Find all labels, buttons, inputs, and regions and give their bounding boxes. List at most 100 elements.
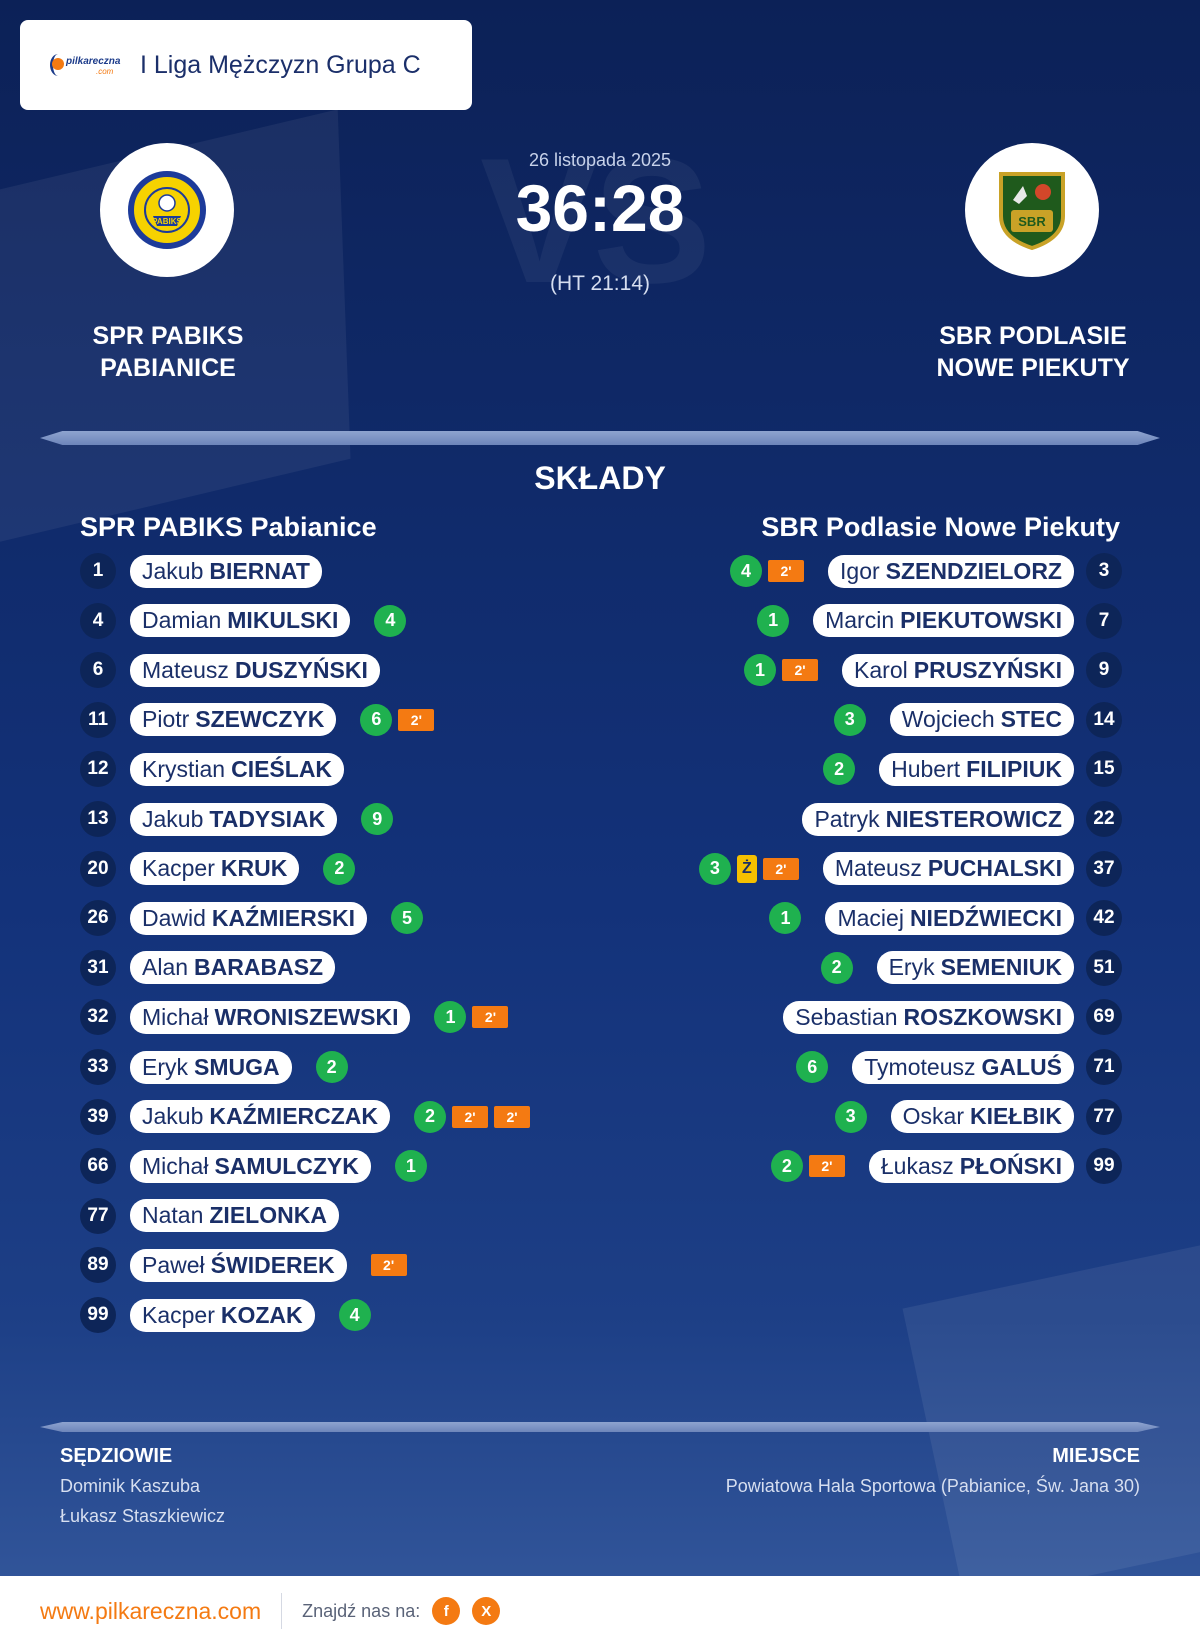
player-name[interactable]: Eryk SEMENIUK (876, 951, 1074, 985)
goals-badge: 3 (698, 852, 731, 885)
player-first-name: Jakub (142, 1103, 204, 1130)
shirt-number-badge: 22 (1086, 801, 1122, 837)
player-name[interactable]: Wojciech STEC (889, 703, 1074, 737)
player-name[interactable]: Hubert FILIPIUK (879, 752, 1074, 786)
goals-badge: 1 (757, 604, 790, 637)
logo-ball-icon (52, 58, 64, 70)
player-name[interactable]: Alan BARABASZ (130, 951, 336, 985)
suspension-badge: 2' (472, 1006, 509, 1029)
player-first-name: Igor (840, 557, 880, 584)
shirt-number-badge: 7 (1086, 602, 1122, 639)
player-last-name: KAŹMIERCZAK (209, 1103, 379, 1130)
player-row: 1 Marcin PIEKUTOWSKI 7 (757, 602, 1122, 639)
player-stats: 2 (323, 852, 356, 885)
player-name[interactable]: Patryk NIESTEROWICZ (802, 802, 1074, 836)
player-name[interactable]: Jakub KAŹMIERCZAK (130, 1100, 391, 1134)
player-stats: 2' (370, 1254, 407, 1277)
website-link[interactable]: www.pilkareczna.com (40, 1597, 262, 1624)
goals-badge: 3 (833, 703, 866, 736)
shirt-number-badge: 9 (1086, 652, 1122, 689)
player-name[interactable]: Mateusz DUSZYŃSKI (130, 653, 380, 687)
shirt-number-badge: 89 (80, 1247, 116, 1284)
logo-swoosh-icon (50, 54, 66, 76)
player-first-name: Alan (142, 954, 189, 981)
player-name[interactable]: Jakub BIERNAT (130, 554, 322, 588)
player-name[interactable]: Mateusz PUCHALSKI (822, 852, 1074, 886)
footer-separator (281, 1593, 283, 1629)
player-name[interactable]: Kacper KRUK (130, 852, 300, 886)
goals-badge: 1 (769, 902, 802, 935)
player-last-name: NIESTEROWICZ (885, 805, 1062, 832)
player-stats: 2 2' 2' (414, 1100, 531, 1133)
player-first-name: Michał (142, 1003, 209, 1030)
player-name[interactable]: Karol PRUSZYŃSKI (842, 653, 1074, 687)
player-row: 77 Natan ZIELONKA (80, 1197, 363, 1234)
player-stats: 4 (338, 1299, 371, 1331)
shirt-number-badge: 32 (80, 999, 116, 1036)
divider (40, 431, 1160, 445)
sbr-crest-icon: SBR (999, 172, 1065, 250)
goals-badge: 5 (391, 902, 424, 935)
player-row: 2 Eryk SEMENIUK 51 (820, 949, 1122, 986)
player-name[interactable]: Eryk SMUGA (130, 1050, 292, 1084)
player-name[interactable]: Igor SZENDZIELORZ (828, 554, 1074, 588)
player-name[interactable]: Oskar KIEŁBIK (890, 1100, 1074, 1134)
pabiks-crest-icon: PABIKS (128, 171, 206, 249)
player-last-name: FILIPIUK (966, 755, 1062, 782)
shirt-number-badge: 4 (80, 602, 116, 639)
shirt-number-badge: 66 (80, 1148, 116, 1185)
player-name[interactable]: Michał WRONISZEWSKI (130, 1000, 411, 1034)
goals-badge: 2 (820, 951, 853, 984)
background-shape (902, 1237, 1200, 1603)
player-name[interactable]: Paweł ŚWIDEREK (130, 1248, 347, 1282)
pilkareczna-logo[interactable]: pilkareczna .com (50, 50, 124, 80)
goals-badge: 6 (796, 1051, 829, 1083)
player-last-name: WRONISZEWSKI (214, 1003, 399, 1030)
player-name[interactable]: Natan ZIELONKA (130, 1199, 339, 1233)
shirt-number-badge: 37 (1086, 850, 1122, 887)
player-row: Sebastian ROSZKOWSKI 69 (759, 999, 1122, 1036)
player-name[interactable]: Piotr SZEWCZYK (130, 703, 337, 737)
player-name[interactable]: Dawid KAŹMIERSKI (130, 901, 368, 935)
vs-watermark: VS (480, 121, 711, 320)
yellow-card-icon: Ż (736, 854, 757, 883)
player-name[interactable]: Sebastian ROSZKOWSKI (783, 1000, 1074, 1034)
player-first-name: Mateusz (142, 656, 229, 683)
player-row: 33 Eryk SMUGA 2 (80, 1049, 348, 1085)
player-name[interactable]: Michał SAMULCZYK (130, 1149, 371, 1183)
shirt-number-badge: 69 (1086, 999, 1122, 1036)
goals-badge: 1 (394, 1150, 427, 1183)
find-us-label: Znajdź nas na: (302, 1600, 421, 1621)
shirt-number-badge: 99 (80, 1297, 116, 1333)
player-name[interactable]: Jakub TADYSIAK (130, 802, 338, 836)
shirt-number-badge: 3 (1086, 553, 1122, 589)
player-name[interactable]: Damian MIKULSKI (130, 604, 351, 638)
player-row: 12 Krystian CIEŚLAK (80, 751, 368, 788)
player-row: Patryk NIESTEROWICZ 22 (778, 801, 1122, 837)
x-icon[interactable]: X (472, 1597, 501, 1625)
facebook-icon[interactable]: f (432, 1597, 461, 1625)
player-last-name: PIEKUTOWSKI (900, 607, 1062, 634)
player-name[interactable]: Krystian CIEŚLAK (130, 752, 345, 786)
player-last-name: PRUSZYŃSKI (913, 656, 1062, 683)
player-stats: 4 2' (730, 555, 805, 587)
player-last-name: SAMULCZYK (214, 1152, 359, 1179)
match-date: 26 listopada 2025 (528, 150, 672, 170)
player-row: 31 Alan BARABASZ (80, 949, 359, 986)
player-name[interactable]: Kacper KOZAK (130, 1298, 315, 1332)
player-name[interactable]: Marcin PIEKUTOWSKI (813, 604, 1074, 638)
player-row: 3 Oskar KIEŁBIK 77 (834, 1098, 1122, 1135)
goals-badge: 1 (434, 1001, 467, 1034)
player-first-name: Paweł (142, 1251, 205, 1278)
player-name[interactable]: Tymoteusz GALUŚ (852, 1050, 1074, 1084)
player-name[interactable]: Maciej NIEDŹWIECKI (825, 901, 1074, 935)
shirt-number-badge: 15 (1086, 751, 1122, 788)
player-first-name: Kacper (142, 855, 215, 882)
player-name[interactable]: Łukasz PŁOŃSKI (868, 1149, 1074, 1183)
shirt-number-badge: 42 (1086, 900, 1122, 937)
goals-badge: 2 (823, 753, 856, 786)
player-last-name: KIEŁBIK (970, 1103, 1062, 1130)
shirt-number-badge: 26 (80, 900, 116, 937)
goals-badge: 1 (744, 654, 777, 687)
